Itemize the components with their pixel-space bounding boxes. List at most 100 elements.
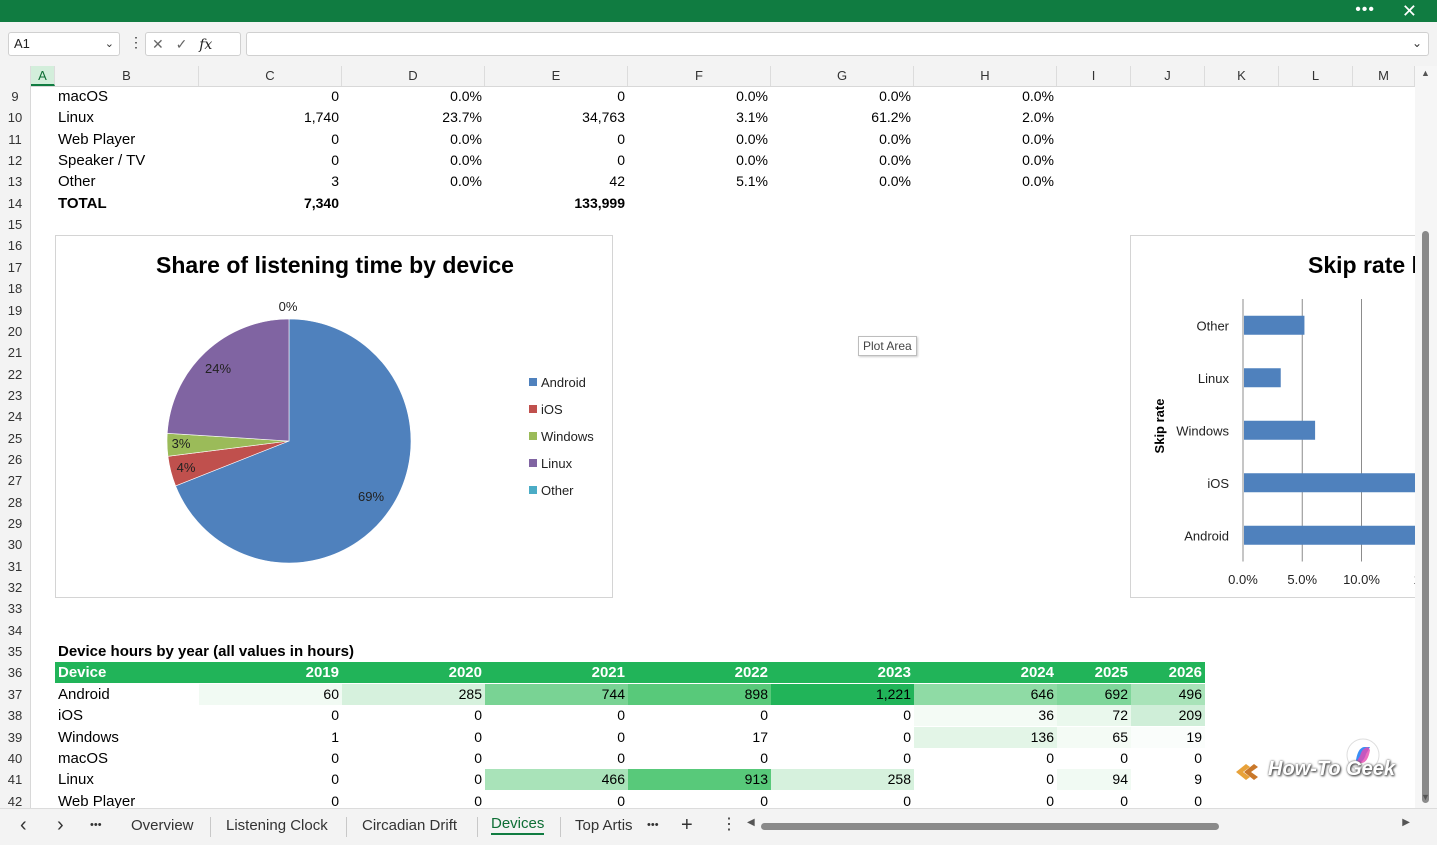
column-header[interactable]: I xyxy=(1057,66,1131,86)
hours-cell[interactable]: 0 xyxy=(1046,771,1054,788)
hours-cell[interactable]: 646 xyxy=(914,683,1057,705)
legend-label[interactable]: Linux xyxy=(541,456,573,471)
add-sheet-button[interactable]: + xyxy=(681,814,693,836)
row-header[interactable]: 39 xyxy=(7,729,23,745)
expand-formula-icon[interactable]: ⌄ xyxy=(1411,36,1422,50)
row-header[interactable]: 37 xyxy=(7,686,23,702)
bar-other[interactable] xyxy=(1244,315,1305,335)
row-header[interactable]: 26 xyxy=(7,451,23,467)
hours-cell[interactable]: 136 xyxy=(914,726,1057,748)
hours-cell[interactable]: 0 xyxy=(617,792,625,808)
hours-cell[interactable]: 0 xyxy=(760,707,768,724)
value-cell[interactable]: 0.0% xyxy=(1022,173,1054,190)
bar-linux[interactable] xyxy=(1244,368,1281,388)
hours-cell[interactable]: 0 xyxy=(474,707,482,724)
scroll-right-icon[interactable]: ▶ xyxy=(1402,817,1410,828)
vertical-scrollbar[interactable]: ▲ ▼ xyxy=(1415,66,1437,808)
value-cell[interactable]: 3 xyxy=(331,173,339,190)
hours-cell[interactable]: 209 xyxy=(1131,705,1205,727)
row-header[interactable]: 17 xyxy=(7,259,23,275)
header-year-cell[interactable]: 2024 xyxy=(1020,664,1054,682)
device-name-cell[interactable]: Linux xyxy=(58,109,94,127)
value-cell[interactable]: 0.0% xyxy=(736,152,768,169)
column-header[interactable]: K xyxy=(1205,66,1279,86)
scroll-down-icon[interactable]: ▼ xyxy=(1421,792,1430,802)
row-header[interactable]: 28 xyxy=(7,494,23,510)
value-cell[interactable]: 23.7% xyxy=(442,109,482,126)
value-cell[interactable]: 61.2% xyxy=(871,109,911,126)
row-header[interactable]: 13 xyxy=(7,174,23,190)
hours-cell[interactable]: 0 xyxy=(760,792,768,808)
row-header[interactable]: 36 xyxy=(7,665,23,681)
row-header[interactable]: 32 xyxy=(7,580,23,596)
hours-cell[interactable]: 0 xyxy=(474,771,482,788)
table-caption[interactable]: Device hours by year (all values in hour… xyxy=(58,643,354,661)
bar-ios[interactable] xyxy=(1244,473,1420,493)
row-header[interactable]: 20 xyxy=(7,323,23,339)
row-header[interactable]: 22 xyxy=(7,366,23,382)
scroll-thumb[interactable] xyxy=(1422,231,1429,803)
header-year-cell[interactable]: 2026 xyxy=(1168,664,1202,682)
scroll-left-icon[interactable]: ◀ xyxy=(747,817,755,828)
hours-cell[interactable]: 0 xyxy=(617,749,625,766)
hours-cell[interactable]: 0 xyxy=(617,707,625,724)
device-name-cell[interactable]: iOS xyxy=(58,707,84,725)
row-header[interactable]: 29 xyxy=(7,516,23,531)
vertical-dots-icon[interactable]: ⋮ xyxy=(129,34,143,50)
hours-cell[interactable]: 692 xyxy=(1057,683,1131,705)
row-header[interactable]: 14 xyxy=(7,195,23,211)
row-header[interactable]: 30 xyxy=(7,537,23,553)
legend-label[interactable]: Android xyxy=(541,375,586,390)
hours-cell[interactable]: 36 xyxy=(914,705,1057,727)
value-cell[interactable]: 0 xyxy=(617,152,625,169)
header-year-cell[interactable]: 2019 xyxy=(305,664,339,682)
row-header[interactable]: 33 xyxy=(7,601,23,617)
value-cell[interactable]: 0 xyxy=(331,88,339,104)
hours-cell[interactable]: 496 xyxy=(1131,683,1205,705)
scroll-thumb[interactable] xyxy=(761,823,1219,830)
row-header[interactable]: 24 xyxy=(7,409,23,425)
hours-cell[interactable]: 0 xyxy=(331,707,339,724)
column-header[interactable]: D xyxy=(342,66,485,86)
hours-cell[interactable]: 65 xyxy=(1057,726,1131,748)
row-header[interactable]: 18 xyxy=(7,281,23,297)
header-year-cell[interactable]: 2025 xyxy=(1094,664,1128,682)
select-all-corner[interactable] xyxy=(0,66,31,86)
value-cell[interactable]: 0.0% xyxy=(879,152,911,169)
hours-cell[interactable]: 0 xyxy=(1194,749,1202,766)
legend-label[interactable]: Other xyxy=(541,483,574,498)
value-cell[interactable]: 0.0% xyxy=(1022,130,1054,147)
hours-cell[interactable]: 466 xyxy=(485,769,628,791)
hours-cell[interactable]: 0 xyxy=(474,749,482,766)
hours-cell[interactable]: 0 xyxy=(903,707,911,724)
value-cell[interactable]: 0 xyxy=(331,130,339,147)
value-cell[interactable]: 0.0% xyxy=(450,152,482,169)
tab-top-artists[interactable]: Top Artis xyxy=(575,817,633,834)
row-header[interactable]: 10 xyxy=(7,110,23,126)
more-options-button[interactable]: ••• xyxy=(1355,1,1375,18)
bar-android[interactable] xyxy=(1244,525,1420,545)
hours-cell[interactable]: 72 xyxy=(1057,705,1131,727)
hours-cell[interactable]: 0 xyxy=(1194,792,1202,808)
column-header[interactable]: A xyxy=(31,66,55,86)
device-name-cell[interactable]: macOS xyxy=(58,749,109,767)
more-sheets-button[interactable]: ••• xyxy=(90,819,102,831)
pie-slice-android[interactable] xyxy=(175,318,412,564)
legend-label[interactable]: Windows xyxy=(541,429,594,444)
value-cell[interactable]: 2.0% xyxy=(1022,109,1054,126)
value-cell[interactable]: 0.0% xyxy=(1022,88,1054,104)
sheet-options-button[interactable]: ⋮ xyxy=(721,816,737,833)
device-name-cell[interactable]: Windows xyxy=(58,728,119,746)
column-header[interactable]: H xyxy=(914,66,1057,86)
header-year-cell[interactable]: 2023 xyxy=(877,664,911,682)
column-header[interactable]: L xyxy=(1279,66,1353,86)
hours-cell[interactable]: 9 xyxy=(1194,771,1202,788)
device-name-cell[interactable]: Web Player xyxy=(58,130,136,148)
header-device-label[interactable]: Device xyxy=(58,664,107,682)
value-cell[interactable]: 0.0% xyxy=(450,130,482,147)
row-header[interactable]: 25 xyxy=(7,430,23,446)
legend-label[interactable]: iOS xyxy=(541,402,563,417)
hours-cell[interactable]: 898 xyxy=(628,683,771,705)
row-header[interactable]: 23 xyxy=(7,387,23,403)
device-name-cell[interactable]: Web Player xyxy=(58,792,136,808)
